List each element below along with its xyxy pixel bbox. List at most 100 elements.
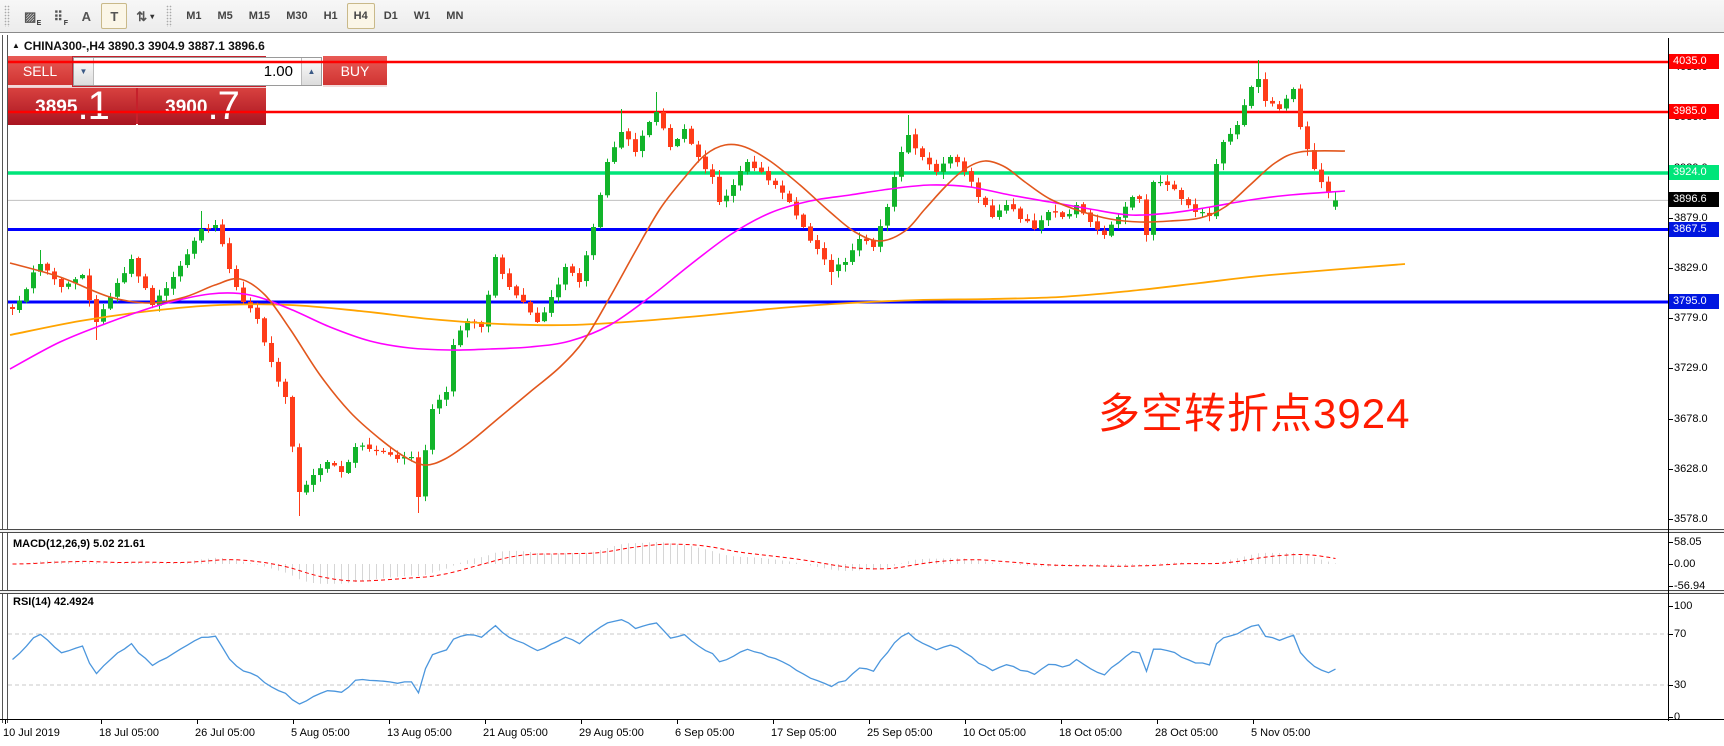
timeframe-button-d1[interactable]: D1 — [377, 3, 405, 29]
rsi-tick-label: 0 — [1674, 711, 1681, 723]
indicator-hatch-icon: ▨ E — [24, 8, 42, 27]
time-label: 13 Aug 05:00 — [387, 727, 452, 739]
timeframe-button-mn[interactable]: MN — [439, 3, 470, 29]
macd-indicator-pane[interactable] — [8, 533, 1668, 590]
rsi-tick-mark — [1668, 685, 1673, 686]
macd-tick-mark — [1668, 542, 1673, 543]
volume-decrease-button[interactable]: ▼ — [74, 58, 94, 85]
rsi-tick-mark — [1668, 634, 1673, 635]
macd-tick-label: 0.00 — [1674, 558, 1696, 570]
time-tick-mark — [581, 720, 582, 724]
rsi-tick-mark — [1668, 606, 1673, 607]
time-label: 28 Oct 05:00 — [1155, 727, 1218, 739]
time-tick-mark — [1061, 720, 1062, 724]
price-tick-mark — [1668, 218, 1673, 219]
candlestick-series — [10, 60, 1338, 516]
time-label: 21 Aug 05:00 — [483, 727, 548, 739]
rsi-tick-label: 70 — [1674, 628, 1687, 640]
price-tick-mark — [1668, 268, 1673, 269]
timeframe-button-h4[interactable]: H4 — [346, 3, 375, 29]
price-tick-mark — [1668, 318, 1673, 319]
time-label: 5 Aug 05:00 — [291, 727, 350, 739]
text-label-icon: A — [81, 8, 91, 24]
volume-increase-button[interactable]: ▲ — [301, 58, 321, 85]
indicator-hatch-icon-subscript: E — [36, 19, 42, 27]
time-label: 5 Nov 05:00 — [1251, 727, 1311, 739]
macd-label: MACD(12,26,9) 5.02 21.61 — [13, 538, 146, 550]
cursor-arrows-button[interactable]: ⇅ ▾ — [129, 3, 161, 29]
macd-signal-line — [12, 543, 1336, 582]
price-tick-mark — [1668, 368, 1673, 369]
toolbar-drag-handle[interactable] — [166, 5, 173, 27]
price-tick-label: 3879.0 — [1674, 212, 1708, 224]
time-tick-mark — [677, 720, 678, 724]
time-tick-mark — [389, 720, 390, 724]
symbol-period-label: CHINA300-,H4 — [23, 39, 105, 53]
macd-tick-mark — [1668, 586, 1673, 587]
cursor-arrows-icon: ⇅ — [136, 8, 148, 24]
price-tick-label: 3829.0 — [1674, 262, 1708, 274]
price-tick-label: 3678.0 — [1674, 413, 1708, 425]
price-tick-mark — [1668, 419, 1673, 420]
price-tick-label: 3578.0 — [1674, 513, 1708, 525]
time-label: 18 Oct 05:00 — [1059, 727, 1122, 739]
price-axis-line — [1668, 38, 1669, 721]
time-label: 25 Sep 05:00 — [867, 727, 933, 739]
time-tick-mark — [1157, 720, 1158, 724]
expand-triangle-icon[interactable]: ▲ — [12, 41, 20, 50]
price-tick-label: 3628.0 — [1674, 463, 1708, 475]
time-tick-mark — [101, 720, 102, 724]
timeframe-button-m15[interactable]: M15 — [242, 3, 277, 29]
rsi-indicator-pane[interactable] — [8, 592, 1668, 719]
time-tick-mark — [5, 720, 6, 724]
time-tick-mark — [197, 720, 198, 724]
pane-splitter[interactable] — [0, 590, 1724, 594]
price-badge-3795.0: 3795.0 — [1669, 294, 1719, 309]
sell-price-fraction: .1 — [77, 84, 109, 128]
time-tick-mark — [869, 720, 870, 724]
time-label: 29 Aug 05:00 — [579, 727, 644, 739]
timeframe-button-h1[interactable]: H1 — [317, 3, 345, 29]
price-tick-label: 3779.0 — [1674, 312, 1708, 324]
time-label: 6 Sep 05:00 — [675, 727, 735, 739]
macd-histogram — [19, 541, 1336, 584]
rsi-label: RSI(14) 42.4924 — [13, 596, 94, 608]
chart-window[interactable]: ▲ CHINA300-,H4 3890.3 3904.9 3887.1 3896.… — [0, 32, 1724, 746]
time-label: 10 Oct 05:00 — [963, 727, 1026, 739]
price-tick-mark — [1668, 519, 1673, 520]
price-tick-label: 3729.0 — [1674, 362, 1708, 374]
ma-fast-line — [9, 143, 1346, 466]
pane-splitter[interactable] — [0, 529, 1724, 533]
text-box-icon: T — [110, 8, 119, 24]
time-tick-mark — [1253, 720, 1254, 724]
time-tick-mark — [773, 720, 774, 724]
time-axis-border — [0, 719, 1724, 720]
text-label-button[interactable]: A — [73, 3, 99, 29]
price-chart-pane[interactable] — [8, 38, 1668, 529]
timeframe-button-group: M1 M5 M15 M30 H1 H4 D1 W1 MN — [178, 3, 471, 29]
price-badge-3896.6: 3896.6 — [1669, 192, 1719, 208]
price-badge-3924.0: 3924.0 — [1669, 165, 1719, 180]
macd-tick-label: 58.05 — [1674, 536, 1702, 548]
indicator-hatch-button[interactable]: ▨ E — [17, 3, 43, 29]
sell-price-button[interactable]: 3895.1 — [8, 84, 136, 128]
toolbar-drag-handle[interactable] — [4, 5, 10, 27]
rsi-tick-mark — [1668, 717, 1673, 718]
time-tick-mark — [293, 720, 294, 724]
ma-slow-line — [9, 263, 1406, 336]
ohlc-values: 3890.3 3904.9 3887.1 3896.6 — [107, 39, 265, 53]
rsi-line — [12, 619, 1336, 705]
timeframe-button-m30[interactable]: M30 — [279, 3, 314, 29]
main-toolbar: ▨ E ⠿ F A T ⇅ ▾ M1 M5 M15 M30 H1 H4 D1 W1 MN — [0, 0, 1724, 33]
timeframe-button-m5[interactable]: M5 — [211, 3, 240, 29]
time-tick-mark — [485, 720, 486, 724]
timeframe-button-m1[interactable]: M1 — [179, 3, 208, 29]
timeframe-button-w1[interactable]: W1 — [407, 3, 438, 29]
text-box-button[interactable]: T — [101, 3, 128, 29]
dotted-grid-button[interactable]: ⠿ F — [45, 3, 71, 29]
chart-title: ▲ CHINA300-,H4 3890.3 3904.9 3887.1 3896.… — [12, 39, 265, 53]
price-tick-mark — [1668, 469, 1673, 470]
price-badge-3985.0: 3985.0 — [1669, 104, 1719, 119]
dotted-grid-icon-subscript: F — [63, 19, 69, 27]
